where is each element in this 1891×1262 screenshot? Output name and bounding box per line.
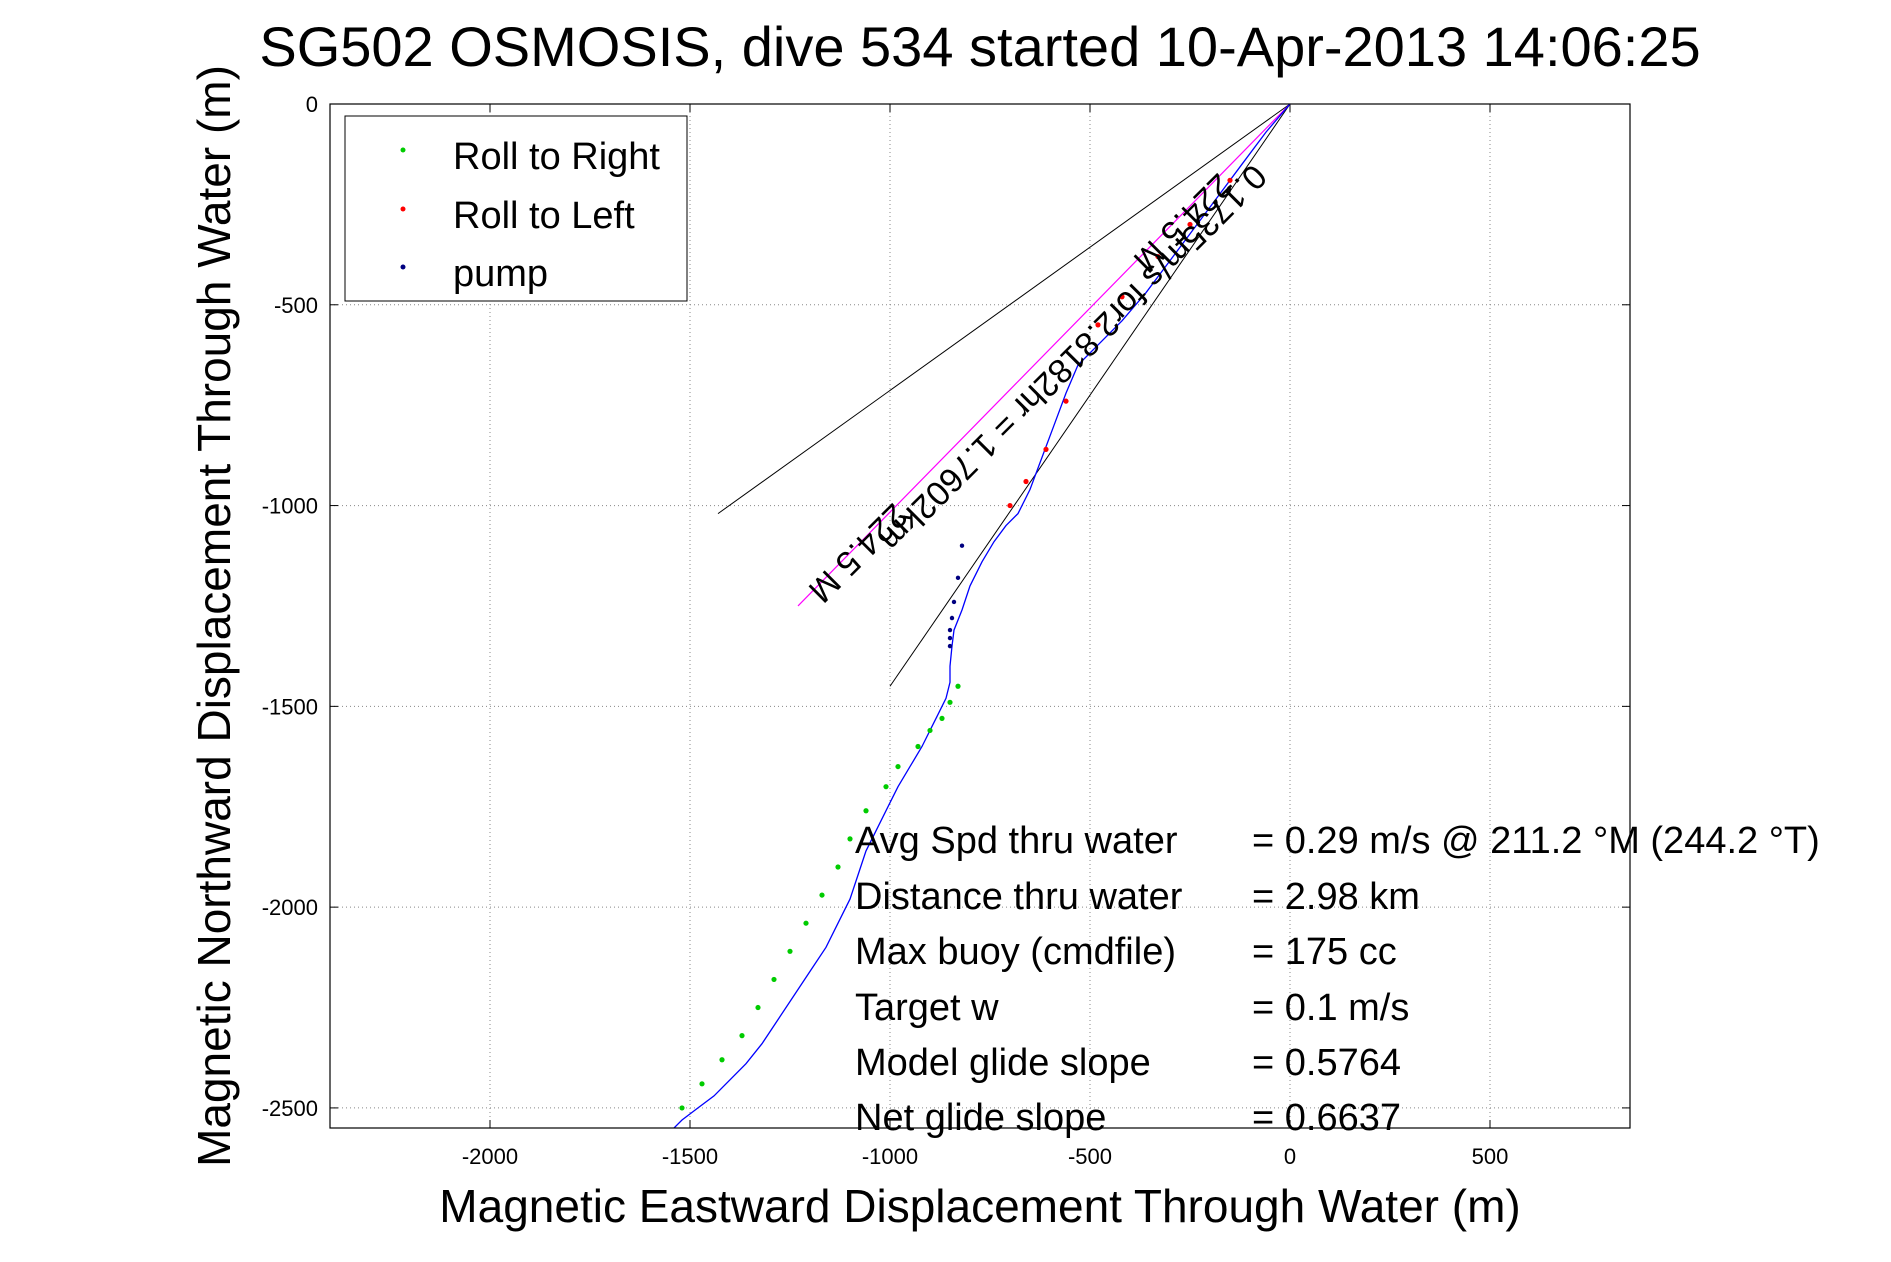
legend-marker-pump: [400, 264, 406, 270]
legend-marker-roll-right: [400, 147, 406, 153]
track-line: [673, 104, 1291, 1128]
roll-right-point: [955, 683, 961, 689]
chart-title: SG502 OSMOSIS, dive 534 started 10-Apr-2…: [259, 15, 1700, 78]
roll-left-point: [1119, 294, 1125, 300]
roll-right-point: [787, 948, 793, 954]
roll-right-point: [771, 976, 777, 983]
pump-point: [955, 575, 961, 581]
stat-label-max-buoy: Max buoy (cmdfile): [855, 931, 1176, 973]
x-tick-label: -500: [1068, 1144, 1112, 1169]
roll-right-point: [835, 864, 841, 870]
y-tick-label: 0: [306, 92, 318, 117]
roll-right-point: [819, 892, 825, 898]
roll-right-point: [719, 1057, 725, 1063]
pump-point: [949, 615, 955, 621]
pump-point: [947, 635, 953, 641]
x-tick-labels: -2000 -1500 -1000 -500 0 500: [462, 1144, 1509, 1169]
grid: [330, 103, 1630, 1128]
stat-label-model-glide: Model glide slope: [855, 1042, 1151, 1084]
x-axis-label: Magnetic Eastward Displacement Through W…: [439, 1180, 1520, 1232]
stat-value-avg-speed: = 0.29 m/s @ 211.2 °M (244.2 °T): [1252, 820, 1820, 862]
roll-right-point: [679, 1105, 685, 1111]
stat-label-target-w: Target w: [855, 987, 999, 1029]
stat-value-max-buoy: = 175 cc: [1252, 931, 1397, 973]
roll-right-point: [803, 920, 809, 926]
plot-frame: [329, 103, 1631, 1129]
bounding-line-2: [889, 103, 1291, 687]
stat-value-model-glide: = 0.5764: [1252, 1042, 1401, 1084]
roll-right-point: [755, 1004, 761, 1011]
roll-left-point: [1095, 322, 1101, 328]
x-tick-label: 500: [1472, 1144, 1509, 1169]
y-tick-label: -500: [274, 293, 318, 318]
roll-left-point: [1023, 478, 1029, 485]
legend-label-roll-left: Roll to Left: [453, 195, 635, 237]
x-tick-label: -2000: [462, 1144, 518, 1169]
roll-right-point: [947, 699, 953, 705]
roll-left-point: [1043, 446, 1049, 452]
stat-value-net-glide: = 0.6637: [1252, 1097, 1401, 1139]
roll-right-point: [915, 743, 921, 750]
roll-right-point: [927, 727, 933, 734]
bounding-line-1: [717, 103, 1291, 515]
roll-left-point: [1187, 221, 1193, 228]
y-axis-label: Magnetic Northward Displacement Through …: [188, 65, 240, 1167]
roll-left-point: [1227, 177, 1233, 183]
track-series: [673, 104, 1291, 1128]
y-tick-label: -2000: [262, 895, 318, 920]
roll-right-point: [883, 784, 889, 790]
stat-value-distance: = 2.98 km: [1252, 876, 1420, 918]
bounding-lines: [717, 103, 1291, 687]
stat-label-net-glide: Net glide slope: [855, 1097, 1106, 1139]
x-tick-label: -1500: [662, 1144, 718, 1169]
roll-left-point: [1063, 398, 1069, 404]
legend: Roll to Right Roll to Left pump: [344, 115, 688, 302]
stat-label-avg-speed: Avg Spd thru water: [855, 820, 1178, 862]
x-tick-label: -1000: [862, 1144, 918, 1169]
y-tick-label: -2500: [262, 1096, 318, 1121]
y-tick-label: -1000: [262, 494, 318, 519]
y-tick-labels: 0 -500 -1000 -1500 -2000 -2500: [262, 92, 318, 1121]
roll-right-point: [863, 808, 869, 814]
roll-left-point: [1007, 502, 1013, 509]
pump-point: [951, 599, 957, 605]
stats-block: Avg Spd thru water = 0.29 m/s @ 211.2 °M…: [855, 820, 1820, 1139]
roll-right-point: [739, 1033, 745, 1039]
marker-series: [679, 177, 1233, 1111]
x-tick-label: 0: [1284, 1144, 1296, 1169]
stat-value-target-w: = 0.1 m/s: [1252, 987, 1409, 1029]
stat-label-distance: Distance thru water: [855, 876, 1183, 918]
roll-left-point: [1155, 253, 1161, 260]
legend-label-pump: pump: [453, 253, 548, 295]
roll-right-point: [939, 715, 945, 722]
legend-label-roll-right: Roll to Right: [453, 136, 660, 178]
roll-right-point: [847, 836, 853, 842]
pump-point: [959, 543, 965, 548]
roll-right-point: [895, 763, 901, 770]
pump-point: [947, 643, 953, 649]
pump-point: [947, 627, 953, 633]
legend-marker-roll-left: [400, 206, 406, 212]
heading-line: [797, 103, 1291, 607]
y-tick-label: -1500: [262, 694, 318, 719]
roll-right-point: [699, 1081, 705, 1087]
